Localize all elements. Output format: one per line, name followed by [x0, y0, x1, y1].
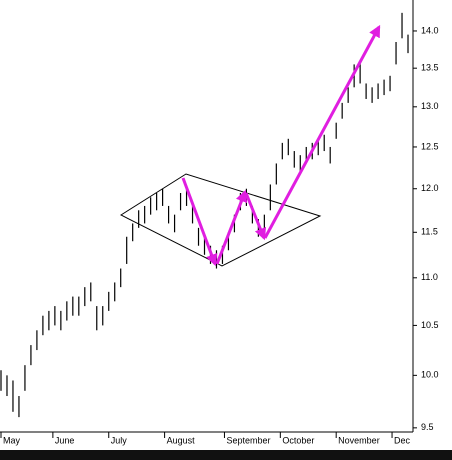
diamond-pattern — [119, 173, 322, 267]
bars — [0, 12, 409, 418]
arrow — [215, 189, 248, 265]
arrow — [263, 24, 381, 239]
y-tick-label: 9.5 — [421, 422, 434, 432]
trend-arrows — [181, 24, 381, 267]
x-tick-label: July — [111, 435, 128, 445]
arrow — [244, 192, 267, 241]
y-tick-label: 13.0 — [421, 101, 439, 111]
x-tick-label: May — [3, 435, 21, 445]
x-tick-label: Dec — [394, 435, 411, 445]
y-tick-label: 13.5 — [421, 63, 439, 73]
arrow — [181, 177, 218, 267]
y-tick-label: 14.0 — [421, 25, 439, 35]
y-tick-label: 10.0 — [421, 370, 439, 380]
x-tick-label: September — [226, 435, 270, 445]
y-tick-label: 12.0 — [421, 183, 439, 193]
x-tick-label: October — [282, 435, 314, 445]
x-tick-label: June — [55, 435, 75, 445]
y-tick-label: 11.0 — [421, 272, 438, 282]
y-tick-label: 12.5 — [421, 141, 439, 151]
bottom-bar — [0, 450, 452, 460]
y-tick-label: 11.5 — [421, 227, 438, 237]
x-tick-label: August — [167, 435, 196, 445]
y-tick-label: 10.5 — [421, 320, 439, 330]
x-tick-label: November — [338, 435, 380, 445]
